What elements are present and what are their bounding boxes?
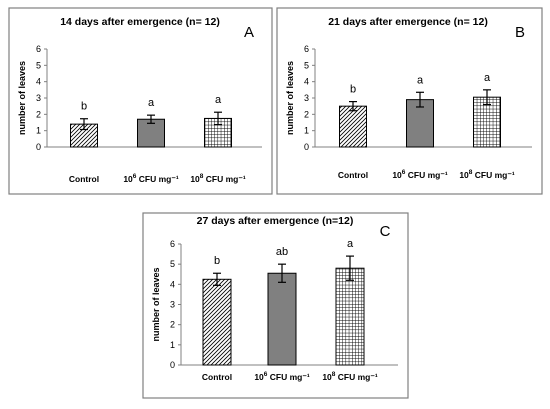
y-tick-label: 1 [170, 340, 175, 350]
panel-b-label: B [515, 24, 525, 41]
panel-a-title: 14 days after emergence (n= 12) [60, 16, 220, 28]
bar [202, 278, 232, 366]
y-tick-label: 4 [170, 279, 175, 289]
panel-b-title: 21 days after emergence (n= 12) [328, 16, 488, 28]
category-label: 108 CFU mg⁻¹ [459, 169, 515, 180]
panel-b: 21 days after emergence (n= 12) B 0 1 2 3 4 5… [276, 7, 543, 195]
y-tick-label: 1 [304, 126, 309, 136]
category-label: 106 CFU mg⁻¹ [123, 173, 179, 184]
panel-a-plot: 0 1 2 3 4 5 6 number of leaves b Control a 106 CFU … [17, 44, 262, 184]
y-tick-label: 5 [36, 60, 41, 70]
y-tick-label: 0 [170, 360, 175, 370]
panel-a-frame [8, 7, 273, 195]
panel-c-plot: 0 1 2 3 4 5 6 number of leaves b Control ab 106 CFU… [151, 238, 398, 382]
significance-letter: b [350, 84, 356, 96]
y-tick-label: 6 [170, 239, 175, 249]
significance-letter: a [347, 238, 354, 250]
category-label: 108 CFU mg⁻¹ [322, 371, 378, 382]
y-axis-label: number of leaves [17, 61, 27, 135]
y-axis-label: number of leaves [285, 61, 295, 135]
y-axis-label: number of leaves [151, 267, 161, 341]
y-tick-label: 2 [36, 109, 41, 119]
y-tick-label: 5 [170, 259, 175, 269]
category-label: 106 CFU mg⁻¹ [392, 169, 448, 180]
y-tick-label: 6 [304, 44, 309, 54]
category-label: Control [202, 372, 232, 382]
bar [473, 96, 501, 148]
y-tick-label: 4 [304, 77, 309, 87]
panel-c-title: 27 days after emergence (n=12) [197, 215, 354, 227]
bar [339, 105, 367, 148]
bar [335, 267, 365, 366]
panel-a-label: A [244, 24, 254, 41]
y-tick-label: 2 [170, 320, 175, 330]
y-tick-label: 0 [304, 142, 309, 152]
panel-a: 14 days after emergence (n= 12) A 0 1 2 3 4 5… [8, 7, 273, 195]
significance-letter: a [417, 74, 424, 86]
y-tick-label: 0 [36, 142, 41, 152]
y-tick-label: 3 [304, 93, 309, 103]
significance-letter: b [214, 255, 220, 267]
y-tick-label: 4 [36, 77, 41, 87]
significance-letter: a [215, 94, 222, 106]
y-tick-label: 3 [36, 93, 41, 103]
significance-letter: ab [276, 246, 288, 258]
category-label: Control [338, 170, 368, 180]
y-tick-label: 6 [36, 44, 41, 54]
panel-c: 27 days after emergence (n=12) C 0 1 2 3 4 5 6… [142, 212, 409, 399]
category-label: Control [69, 174, 99, 184]
significance-letter: b [81, 101, 87, 113]
y-tick-label: 3 [170, 300, 175, 310]
y-tick-label: 2 [304, 109, 309, 119]
panel-b-plot: 0 1 2 3 4 5 6 number of leaves b Control a 106 CFU … [285, 44, 532, 180]
y-tick-label: 5 [304, 60, 309, 70]
category-label: 106 CFU mg⁻¹ [254, 371, 310, 382]
y-tick-label: 1 [36, 126, 41, 136]
bar [267, 272, 297, 366]
significance-letter: a [148, 97, 155, 109]
panel-c-label: C [380, 223, 391, 240]
significance-letter: a [484, 72, 491, 84]
category-label: 108 CFU mg⁻¹ [190, 173, 246, 184]
